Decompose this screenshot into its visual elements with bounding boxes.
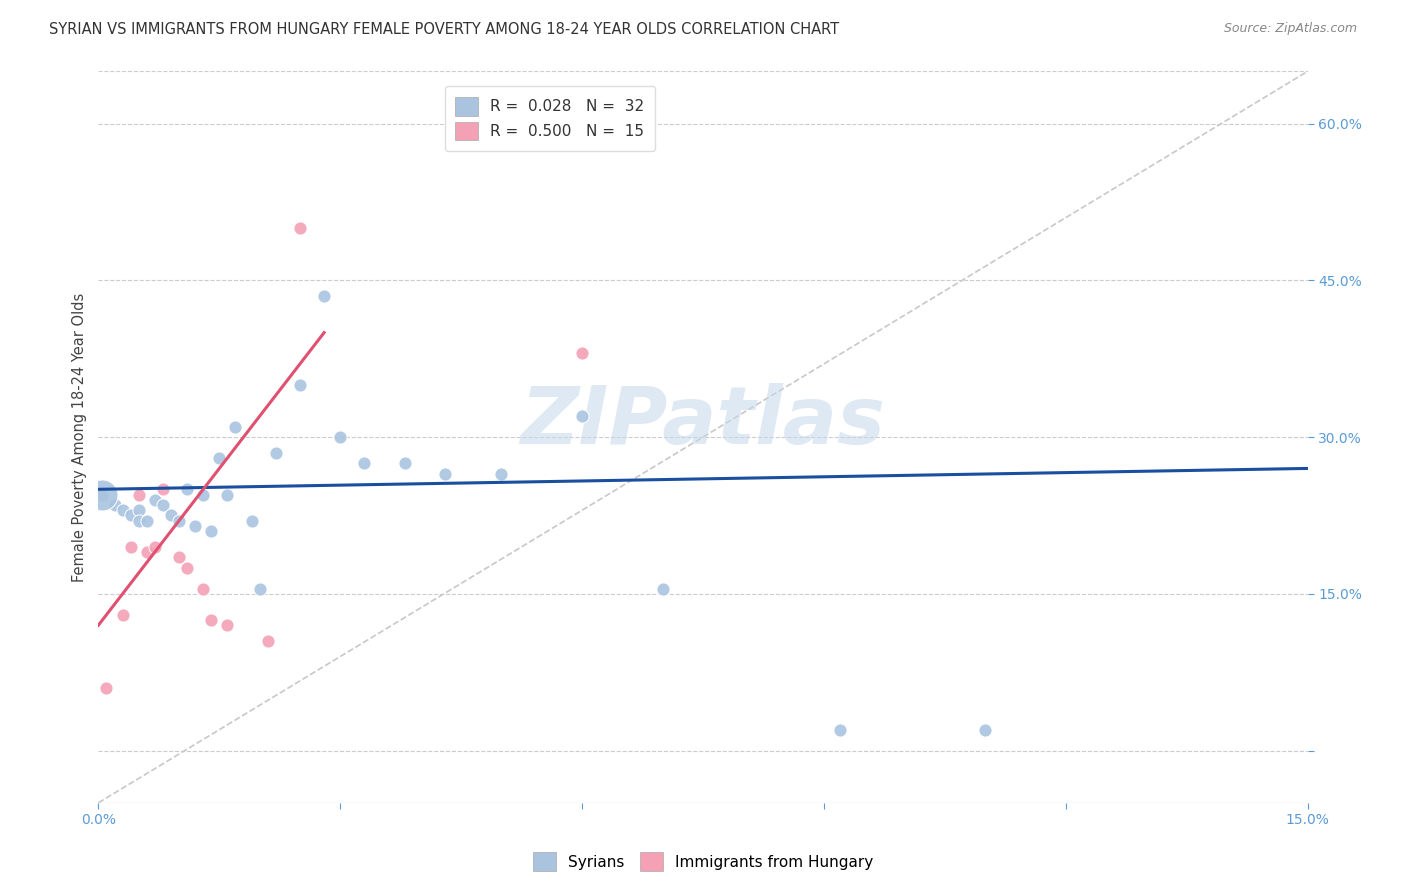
Point: [217, 487, 239, 501]
Legend: R =  0.028   N =  32, R =  0.500   N =  15: R = 0.028 N = 32, R = 0.500 N = 15: [444, 87, 655, 151]
Y-axis label: Female Poverty Among 18-24 Year Olds: Female Poverty Among 18-24 Year Olds: [72, 293, 87, 582]
Point: [152, 498, 174, 512]
Point: [176, 560, 198, 574]
Point: [135, 514, 157, 528]
Point: [208, 450, 231, 465]
Point: [193, 487, 215, 501]
Point: [264, 446, 287, 460]
Point: [184, 519, 207, 533]
Point: [193, 582, 215, 596]
Point: [128, 503, 150, 517]
Point: [651, 582, 673, 596]
Point: [128, 487, 150, 501]
Point: [167, 514, 190, 528]
Text: Source: ZipAtlas.com: Source: ZipAtlas.com: [1223, 22, 1357, 36]
Point: [103, 498, 125, 512]
Point: [224, 419, 246, 434]
Point: [160, 508, 183, 523]
Point: [111, 607, 134, 622]
Point: [128, 514, 150, 528]
Point: [314, 289, 336, 303]
Point: [329, 430, 352, 444]
Point: [120, 540, 142, 554]
Point: [91, 487, 114, 501]
Point: [353, 456, 375, 470]
Point: [120, 508, 142, 523]
Point: [434, 467, 457, 481]
Point: [91, 487, 114, 501]
Point: [96, 681, 118, 695]
Point: [974, 723, 997, 737]
Point: [200, 613, 222, 627]
Point: [240, 514, 263, 528]
Point: [152, 483, 174, 497]
Point: [256, 633, 278, 648]
Point: [167, 550, 190, 565]
Point: [288, 377, 311, 392]
Point: [200, 524, 222, 538]
Point: [491, 467, 513, 481]
Point: [143, 492, 166, 507]
Point: [135, 545, 157, 559]
Point: [571, 346, 593, 360]
Point: [394, 456, 416, 470]
Legend: Syrians, Immigrants from Hungary: Syrians, Immigrants from Hungary: [527, 847, 879, 877]
Text: SYRIAN VS IMMIGRANTS FROM HUNGARY FEMALE POVERTY AMONG 18-24 YEAR OLDS CORRELATI: SYRIAN VS IMMIGRANTS FROM HUNGARY FEMALE…: [49, 22, 839, 37]
Point: [176, 483, 198, 497]
Text: ZIPatlas: ZIPatlas: [520, 384, 886, 461]
Point: [143, 540, 166, 554]
Point: [571, 409, 593, 424]
Point: [111, 503, 134, 517]
Point: [828, 723, 851, 737]
Point: [288, 221, 311, 235]
Point: [217, 618, 239, 632]
Point: [249, 582, 271, 596]
